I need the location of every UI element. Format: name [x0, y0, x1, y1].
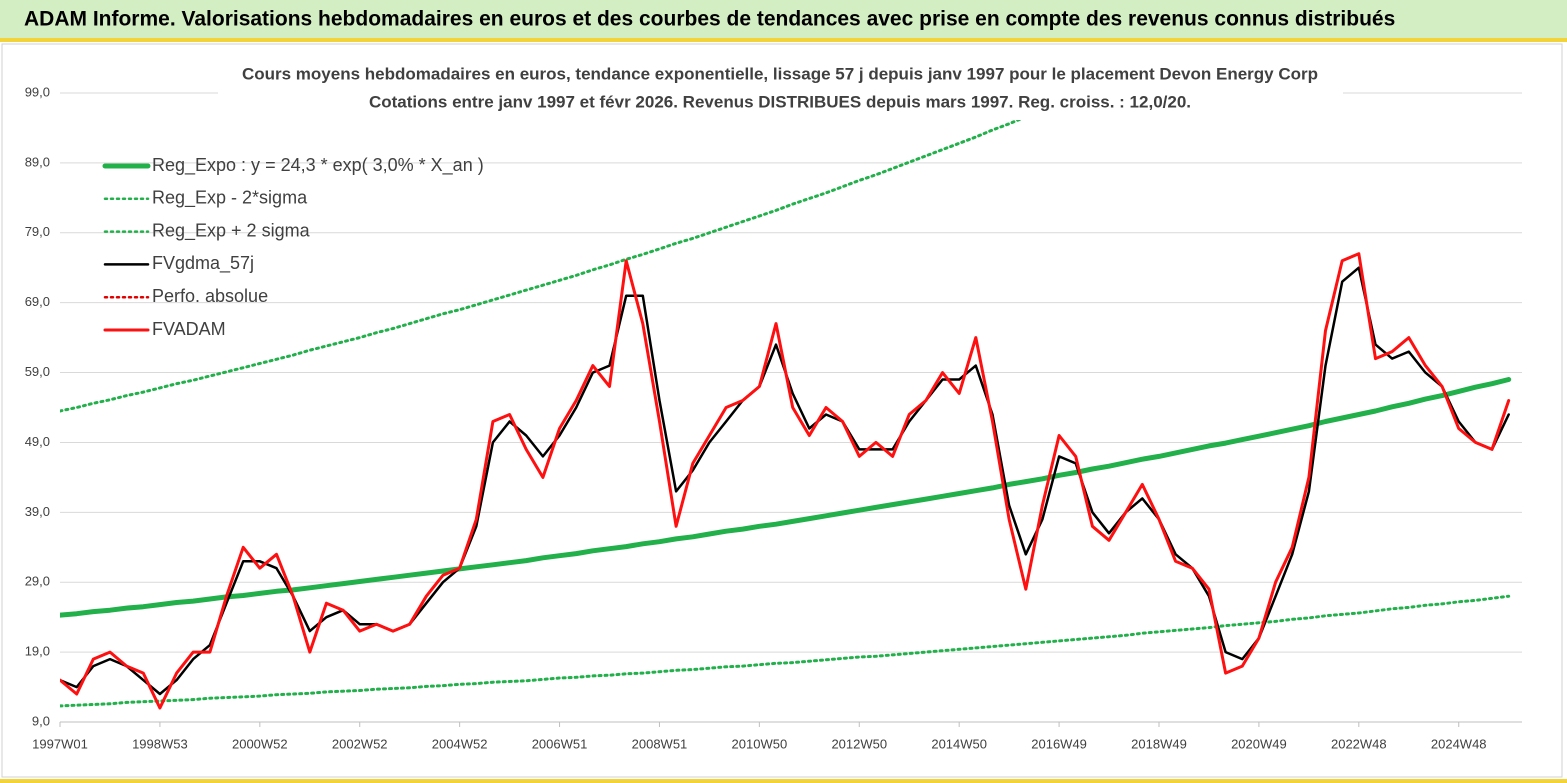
x-tick-label: 1998W53	[132, 736, 188, 751]
y-tick-label: 39,0	[25, 504, 50, 519]
page-title: ADAM Informe. Valorisations hebdomadaire…	[24, 8, 1395, 31]
x-tick-label: 2014W50	[931, 736, 987, 751]
chart-title: Cours moyens hebdomadaires en euros, ten…	[242, 64, 1318, 83]
banner-rule	[0, 38, 1567, 42]
x-tick-label: 2012W50	[831, 736, 887, 751]
legend-label: FVgdma_57j	[152, 253, 254, 274]
series-line	[60, 266, 1510, 696]
x-tick-label: 2002W52	[332, 736, 388, 751]
x-tick-label: 2010W50	[732, 736, 788, 751]
legend-label: Perfo. absolue	[152, 286, 268, 306]
x-tick-label: 2006W51	[532, 736, 588, 751]
x-tick-label: 2016W49	[1031, 736, 1087, 751]
title-box	[218, 58, 1343, 120]
legend-label: Reg_Expo : y = 24,3 * exp( 3,0% * X_an )	[152, 155, 484, 176]
x-tick-label: 2022W48	[1331, 736, 1387, 751]
y-tick-label: 99,0	[25, 84, 50, 99]
legend-label: FVADAM	[152, 319, 226, 339]
banner	[0, 0, 1567, 40]
y-tick-label: 79,0	[25, 224, 50, 239]
y-tick-label: 89,0	[25, 154, 50, 169]
x-tick-label: 2004W52	[432, 736, 488, 751]
x-tick-label: 2020W49	[1231, 736, 1287, 751]
x-tick-label: 2024W48	[1431, 736, 1487, 751]
x-tick-label: 2000W52	[232, 736, 288, 751]
chart-subtitle: Cotations entre janv 1997 et févr 2026. …	[369, 92, 1191, 111]
y-tick-label: 29,0	[25, 574, 50, 589]
y-tick-label: 9,0	[32, 713, 50, 728]
y-tick-label: 49,0	[25, 434, 50, 449]
series-line	[60, 252, 1511, 710]
x-tick-label: 1997W01	[32, 736, 88, 751]
y-tick-label: 59,0	[25, 364, 50, 379]
series-line	[60, 93, 1090, 413]
y-tick-label: 19,0	[25, 644, 50, 659]
frame	[1, 43, 1563, 778]
legend-label: Reg_Exp + 2 sigma	[152, 220, 311, 241]
legend-label: Reg_Exp - 2*sigma	[152, 188, 308, 209]
x-tick-label: 2008W51	[632, 736, 688, 751]
bottom-rule	[0, 779, 1567, 783]
x-tick-label: 2018W49	[1131, 736, 1187, 751]
series-line	[60, 594, 1511, 708]
y-tick-label: 69,0	[25, 294, 50, 309]
series-line	[60, 377, 1512, 618]
